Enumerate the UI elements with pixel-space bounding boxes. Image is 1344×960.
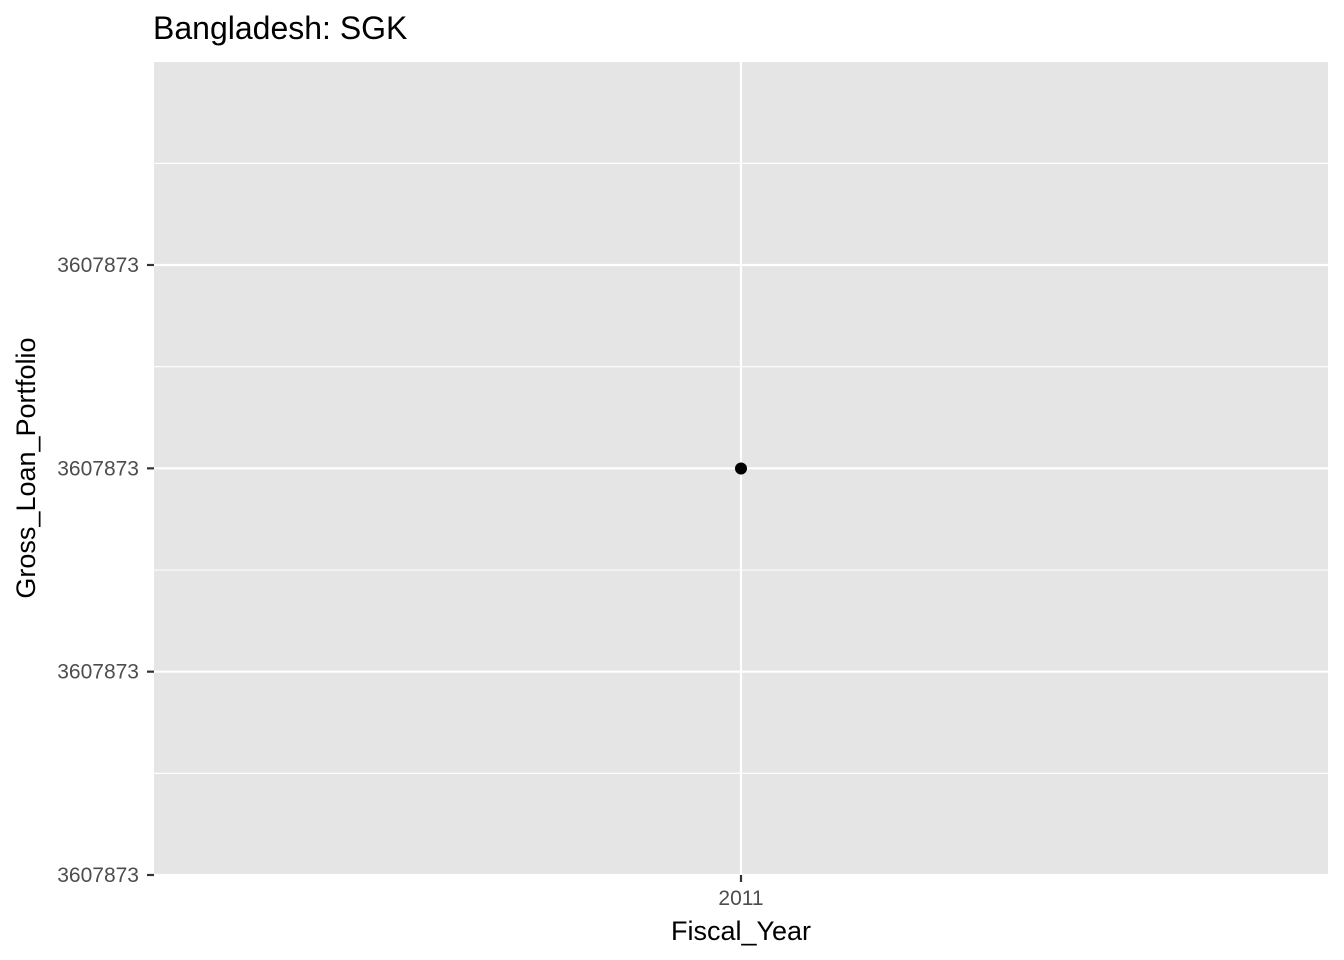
y-tick-label: 3607873 <box>57 254 139 277</box>
chart-title: Bangladesh: SGK <box>153 10 407 46</box>
x-axis: 2011 <box>718 875 764 910</box>
x-tick-label: 2011 <box>718 887 763 910</box>
data-points <box>735 462 747 475</box>
y-tick-label: 3607873 <box>57 661 139 684</box>
major-gridlines <box>154 62 1328 877</box>
y-axis: 3607873 3607873 3607873 3607873 <box>57 254 154 887</box>
y-tick-label: 3607873 <box>57 457 139 480</box>
y-tick-label: 3607873 <box>57 864 139 887</box>
x-axis-title: Fiscal_Year <box>671 916 811 946</box>
data-point <box>735 462 747 475</box>
y-axis-title: Gross_Loan_Portfolio <box>11 337 41 598</box>
